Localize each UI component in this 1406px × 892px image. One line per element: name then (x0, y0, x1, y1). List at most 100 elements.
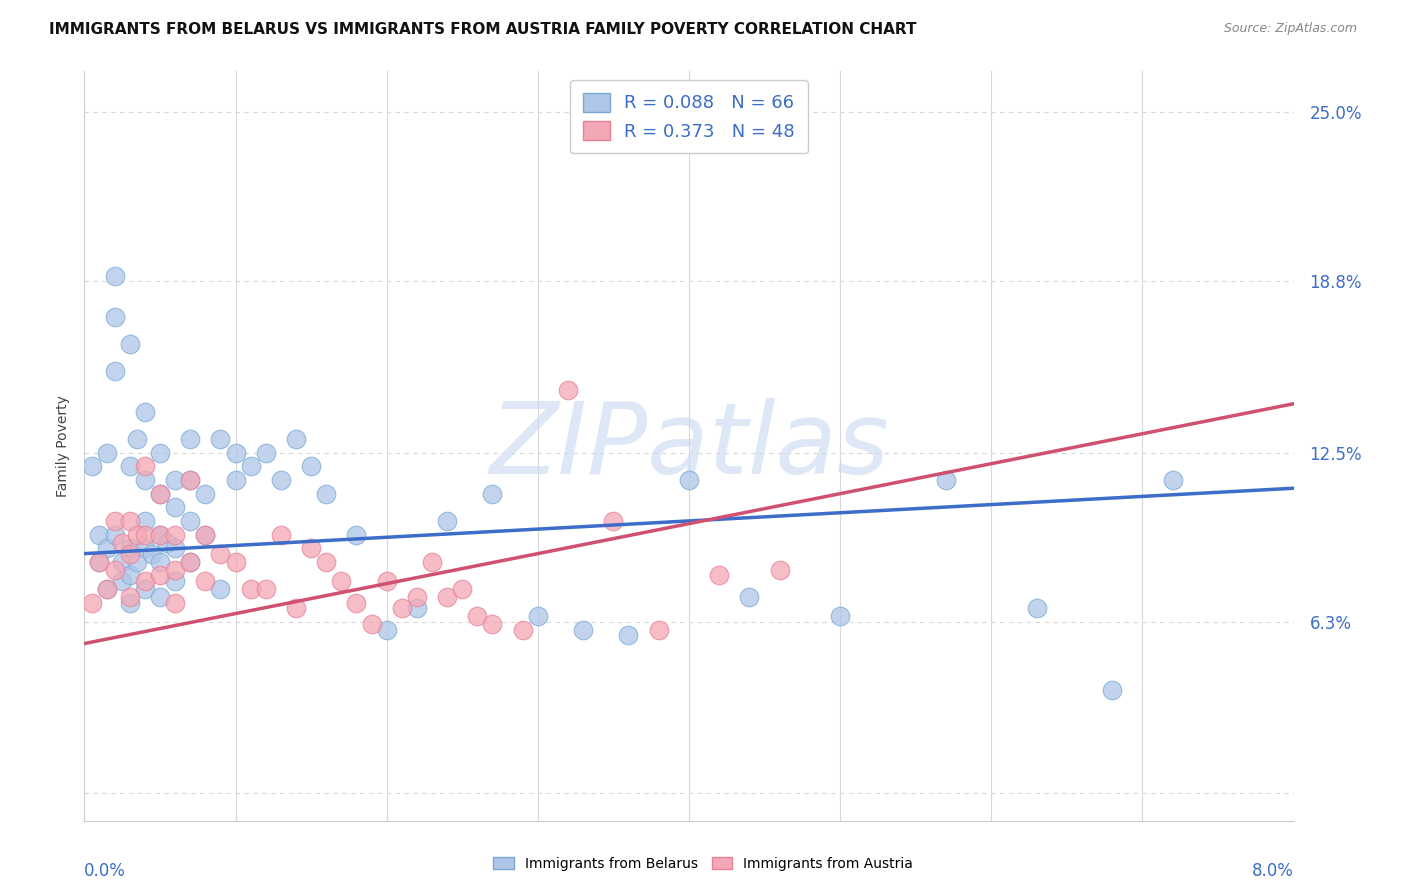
Point (111, 535, 134, 549)
Point (179, 432, 201, 446)
Point (239, 582, 262, 596)
Point (104, 563, 127, 577)
Point (179, 473, 201, 487)
Point (346, 596, 368, 610)
Point (375, 574, 398, 588)
Point (179, 514, 201, 528)
Point (225, 473, 247, 487)
Point (149, 555, 172, 569)
Point (254, 582, 277, 596)
Point (1101, 682, 1123, 697)
Point (285, 432, 308, 446)
Point (436, 514, 458, 528)
Point (118, 336, 141, 351)
Point (134, 405, 156, 419)
Point (270, 527, 292, 541)
Point (709, 568, 731, 582)
Text: 0.0%: 0.0% (84, 863, 127, 880)
Point (165, 574, 187, 588)
Point (481, 617, 503, 632)
Point (527, 609, 550, 624)
Point (149, 568, 172, 582)
Point (738, 591, 761, 605)
Text: IMMIGRANTS FROM BELARUS VS IMMIGRANTS FROM AUSTRIA FAMILY POVERTY CORRELATION CH: IMMIGRANTS FROM BELARUS VS IMMIGRANTS FR… (49, 22, 917, 37)
Point (104, 268, 127, 283)
Point (118, 514, 141, 528)
Point (118, 591, 141, 605)
Point (572, 623, 595, 637)
Point (360, 617, 382, 632)
Point (118, 596, 141, 610)
Point (239, 459, 262, 474)
Point (149, 486, 172, 500)
Point (118, 541, 141, 556)
Point (391, 601, 413, 615)
Point (127, 527, 149, 541)
Point (194, 486, 217, 500)
Point (451, 582, 474, 596)
Point (111, 574, 134, 588)
Point (346, 527, 368, 541)
Legend: Immigrants from Belarus, Immigrants from Austria: Immigrants from Belarus, Immigrants from… (486, 851, 920, 876)
Point (1161, 473, 1184, 487)
Point (194, 527, 217, 541)
Text: ZIPatlas: ZIPatlas (489, 398, 889, 494)
Point (127, 432, 149, 446)
Point (111, 555, 134, 569)
Point (375, 623, 398, 637)
Point (179, 473, 201, 487)
Point (179, 555, 201, 569)
Text: 8.0%: 8.0% (1251, 863, 1294, 880)
Point (648, 623, 671, 637)
Text: Source: ZipAtlas.com: Source: ZipAtlas.com (1223, 22, 1357, 36)
Point (96, 582, 118, 596)
Point (194, 527, 217, 541)
Point (134, 527, 156, 541)
Point (149, 486, 172, 500)
Point (420, 555, 443, 569)
Point (406, 591, 429, 605)
Point (436, 591, 458, 605)
Point (149, 527, 172, 541)
Point (225, 446, 247, 460)
Point (134, 574, 156, 588)
Point (617, 628, 640, 642)
Point (830, 609, 852, 624)
Point (149, 527, 172, 541)
Point (96, 582, 118, 596)
Point (678, 473, 700, 487)
Point (406, 601, 429, 615)
Point (299, 459, 322, 474)
Legend: R = 0.088   N = 66, R = 0.373   N = 48: R = 0.088 N = 66, R = 0.373 N = 48 (571, 80, 807, 153)
Point (89, 555, 111, 569)
Point (165, 563, 187, 577)
Point (165, 541, 187, 556)
Point (299, 541, 322, 556)
Point (179, 555, 201, 569)
Point (1025, 601, 1047, 615)
Point (254, 446, 277, 460)
Point (104, 514, 127, 528)
Point (96, 541, 118, 556)
Point (134, 473, 156, 487)
Point (80, 459, 103, 474)
Point (602, 514, 624, 528)
Point (118, 547, 141, 561)
Point (134, 459, 156, 474)
Point (225, 555, 247, 569)
Point (156, 535, 179, 549)
Point (165, 473, 187, 487)
Point (89, 555, 111, 569)
Point (209, 432, 232, 446)
Point (209, 582, 232, 596)
Point (165, 596, 187, 610)
Point (194, 574, 217, 588)
Point (285, 601, 308, 615)
Point (96, 446, 118, 460)
Point (118, 568, 141, 582)
Point (270, 473, 292, 487)
Point (89, 527, 111, 541)
Point (315, 486, 337, 500)
Point (134, 541, 156, 556)
Point (481, 486, 503, 500)
